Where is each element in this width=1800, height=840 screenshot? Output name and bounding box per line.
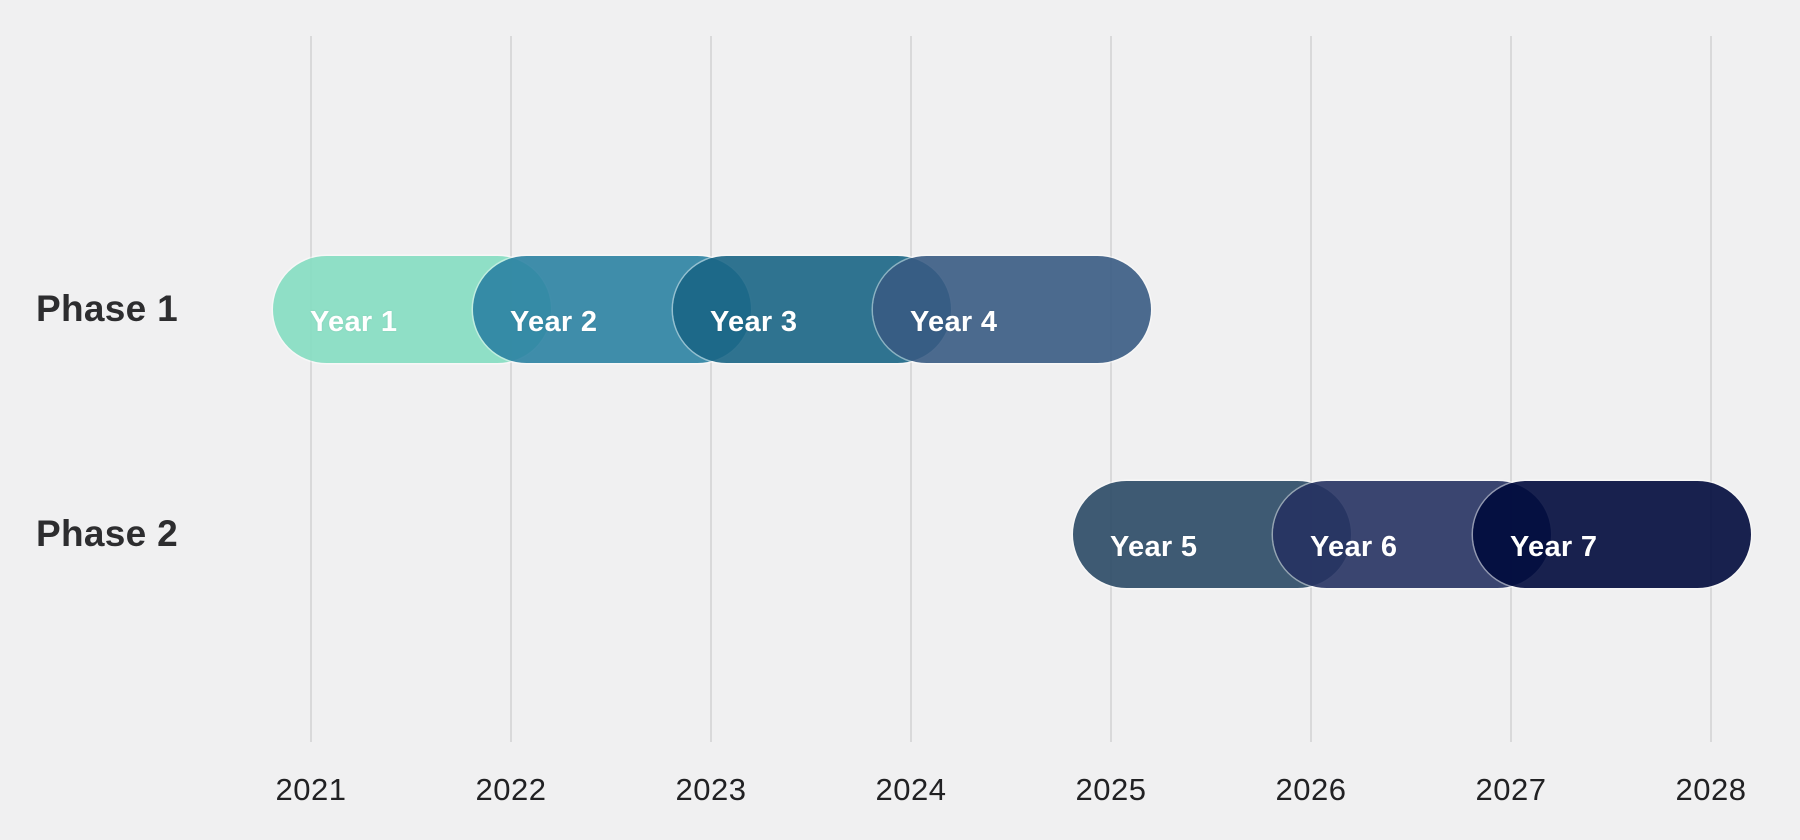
timeline-bar-label: Year 2 — [510, 305, 598, 338]
gridline — [510, 36, 512, 742]
timeline-bar-label: Year 4 — [910, 305, 998, 338]
axis-tick-label: 2021 — [275, 772, 347, 807]
timeline-bar-label: Year 5 — [1110, 530, 1198, 563]
axis-tick-label: 2026 — [1275, 772, 1347, 807]
axis-tick-label: 2028 — [1675, 772, 1747, 807]
gridline — [1310, 36, 1312, 742]
timeline-bar-label: Year 7 — [1510, 530, 1598, 563]
timeline-bar: Year 7 — [1473, 480, 1751, 588]
axis-tick-label: 2023 — [675, 772, 747, 807]
gridline — [910, 36, 912, 742]
phase-label: Phase 1 — [36, 288, 178, 329]
gridline — [710, 36, 712, 742]
timeline-bar-label: Year 1 — [310, 305, 398, 338]
phase-label: Phase 2 — [36, 513, 178, 554]
gridline — [1510, 36, 1512, 742]
axis-tick-label: 2024 — [875, 772, 947, 807]
timeline-bar-label: Year 6 — [1310, 530, 1398, 563]
gridline — [1710, 36, 1712, 742]
gridline — [310, 36, 312, 742]
timeline-bar-label: Year 3 — [710, 305, 798, 338]
gridline — [1110, 36, 1112, 742]
timeline-bar: Year 4 — [873, 255, 1151, 363]
axis-tick-label: 2025 — [1075, 772, 1147, 807]
axis-tick-label: 2027 — [1475, 772, 1547, 807]
axis-tick-label: 2022 — [475, 772, 547, 807]
